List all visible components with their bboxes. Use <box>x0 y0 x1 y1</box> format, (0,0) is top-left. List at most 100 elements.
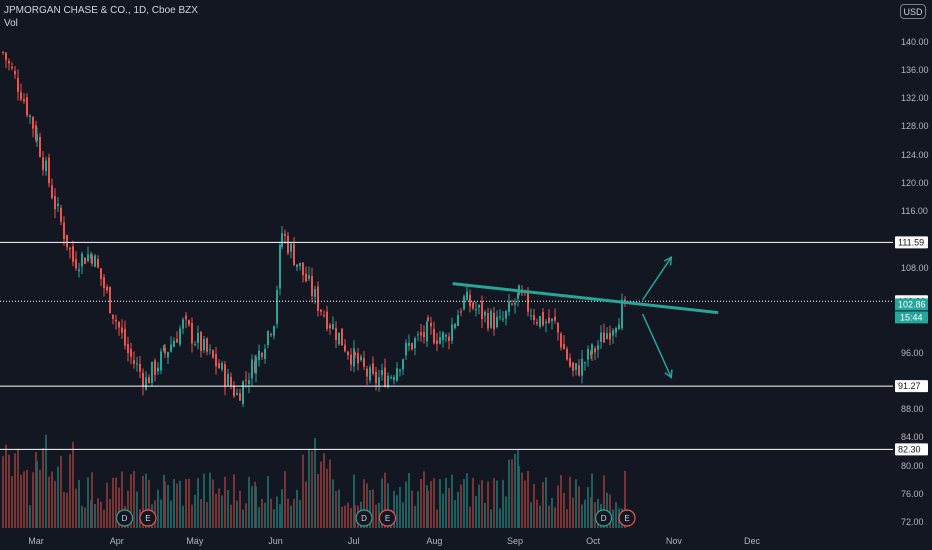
candle-body <box>32 116 34 129</box>
candle-body <box>381 369 383 376</box>
candle-body <box>578 365 580 376</box>
price-tick-label: 108.00 <box>901 263 929 273</box>
volume-bar <box>87 477 89 528</box>
volume-bar <box>176 483 178 528</box>
candle-body <box>502 318 504 320</box>
drawings <box>452 256 719 379</box>
volume-bar <box>417 491 419 528</box>
volume-bar <box>326 468 328 528</box>
volume-bar <box>236 500 238 528</box>
candle-body <box>124 328 126 346</box>
volume-bar <box>245 503 247 528</box>
candle-body <box>378 377 380 386</box>
volume-bar <box>347 502 349 528</box>
volume-bar <box>91 472 93 528</box>
projection-arrow-down <box>641 313 672 378</box>
volume-bar <box>54 480 56 528</box>
candle-body <box>445 334 447 337</box>
volume-bar <box>197 478 199 528</box>
candle-body <box>344 344 346 352</box>
candle-body <box>530 315 532 317</box>
candle-body <box>426 321 428 342</box>
price-axis: 140.00 136.00 132.00 128.00 124.00 120.00 116.… <box>895 37 929 527</box>
candle-body <box>45 160 47 172</box>
candle-body <box>335 328 337 341</box>
volume-bar <box>239 490 241 528</box>
volume-bar <box>242 509 244 528</box>
volume-bar <box>36 460 38 528</box>
candle-body <box>332 323 334 330</box>
volume-bar <box>100 501 102 528</box>
candle-body <box>273 326 275 336</box>
candle-body <box>451 324 453 341</box>
candle-body <box>341 328 343 346</box>
candle-body <box>69 247 71 250</box>
volume-bar <box>261 499 263 528</box>
candle-body <box>384 367 386 387</box>
legend: JPMORGAN CHASE & CO., 1D, Cboe BZX Vol <box>4 4 198 30</box>
volume-bar <box>39 469 41 528</box>
arrow-head-icon <box>663 256 673 266</box>
candle-body <box>508 301 510 312</box>
price-tick-label: 84.00 <box>901 432 924 442</box>
volume-bar <box>487 481 489 528</box>
candle-body <box>255 357 257 374</box>
volume-bar <box>26 469 28 528</box>
candle-body <box>338 332 340 345</box>
volume-bar <box>69 454 71 528</box>
currency-button[interactable]: USD <box>900 4 926 19</box>
volume-bar <box>97 498 99 528</box>
candle-body <box>360 356 362 361</box>
candle-body <box>484 311 486 316</box>
trendline <box>452 282 719 315</box>
candle-body <box>527 292 529 312</box>
price-tick-label: 80.00 <box>901 461 924 471</box>
volume-bar <box>551 497 553 528</box>
candle-body <box>581 358 583 376</box>
candle-body <box>284 233 286 236</box>
volume-bar <box>173 479 175 528</box>
volume-bar <box>170 500 172 528</box>
candle-body <box>353 348 355 367</box>
symbol-title[interactable]: JPMORGAN CHASE & CO., 1D, Cboe BZX <box>4 5 198 16</box>
candle-body <box>369 367 371 381</box>
price-tick-label: 132.00 <box>901 93 929 103</box>
candle-body <box>121 327 123 333</box>
candle-body <box>221 362 223 370</box>
candle-body <box>203 338 205 351</box>
volume-bar <box>454 500 456 528</box>
volume-bar <box>387 483 389 528</box>
volume-bar <box>375 504 377 528</box>
volume-bar <box>420 479 422 528</box>
volume-bar <box>575 479 577 528</box>
volume-label[interactable]: Vol <box>4 18 18 29</box>
dividend-marker-icon <box>594 509 613 527</box>
level-price-label: 111.59 <box>898 237 924 247</box>
candle-body <box>326 311 328 329</box>
volume-bar <box>445 478 447 528</box>
volume-bar <box>218 488 220 528</box>
volume-bar <box>8 454 10 528</box>
candle-body <box>569 358 571 367</box>
candle-body <box>514 302 516 305</box>
level-price-label: 82.30 <box>898 444 921 454</box>
volume-bar <box>381 478 383 528</box>
volume-bar <box>490 509 492 528</box>
candle-body <box>17 78 19 92</box>
earnings-marker-label: E <box>624 514 629 523</box>
candle-body <box>329 325 331 329</box>
time-tick-label: Nov <box>666 536 683 546</box>
volume-bar <box>557 485 559 528</box>
candle-body <box>323 315 325 317</box>
volume-bar <box>481 480 483 528</box>
volume-bar <box>258 507 260 528</box>
candle-body <box>591 344 593 355</box>
candle-body <box>281 233 283 247</box>
candle-body <box>448 336 450 341</box>
volume-bar <box>463 478 465 528</box>
candle-body <box>499 316 501 318</box>
volume-bar <box>405 481 407 528</box>
candle-body <box>279 244 281 289</box>
